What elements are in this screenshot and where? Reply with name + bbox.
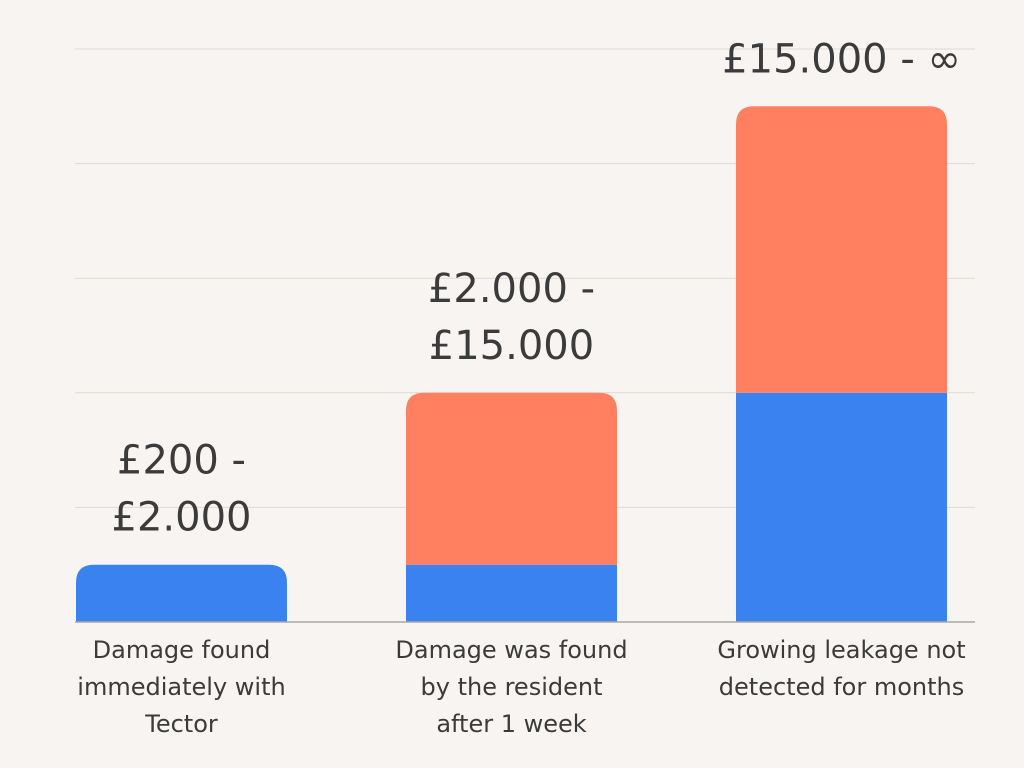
category-label-1-line-2: immediately with xyxy=(77,673,285,701)
value-label-1-line-2: £2.000 xyxy=(112,495,252,541)
value-label-2-line-2: £15.000 xyxy=(429,323,594,369)
bar-2-segment-2 xyxy=(406,392,617,565)
value-labels: £200 - £2.000 £2.000 - £15.000 £15.000 - ∞ xyxy=(112,36,961,540)
category-label-3-line-2: detected for months xyxy=(719,673,964,701)
value-label-2-line-1: £2.000 - xyxy=(428,266,595,312)
value-label-1-line-1: £200 - xyxy=(117,438,246,484)
bar-2-segment-1 xyxy=(406,564,617,622)
bar-3-segment-2 xyxy=(736,106,947,393)
category-label-2-line-2: by the resident xyxy=(421,673,603,701)
value-label-3-line-1: £15.000 - ∞ xyxy=(722,36,961,82)
bars xyxy=(76,106,947,622)
category-labels: Damage found immediately with Tector Damage… xyxy=(77,636,965,738)
bar-1-segment-1 xyxy=(76,564,287,622)
category-label-3-line-1: Growing leakage not xyxy=(717,636,965,664)
category-label-1-line-3: Tector xyxy=(144,710,218,738)
bar-3-segment-1 xyxy=(736,392,947,622)
category-label-2-line-3: after 1 week xyxy=(436,710,586,738)
category-label-1-line-1: Damage found xyxy=(93,636,271,664)
category-label-2-line-1: Damage was found xyxy=(395,636,627,664)
